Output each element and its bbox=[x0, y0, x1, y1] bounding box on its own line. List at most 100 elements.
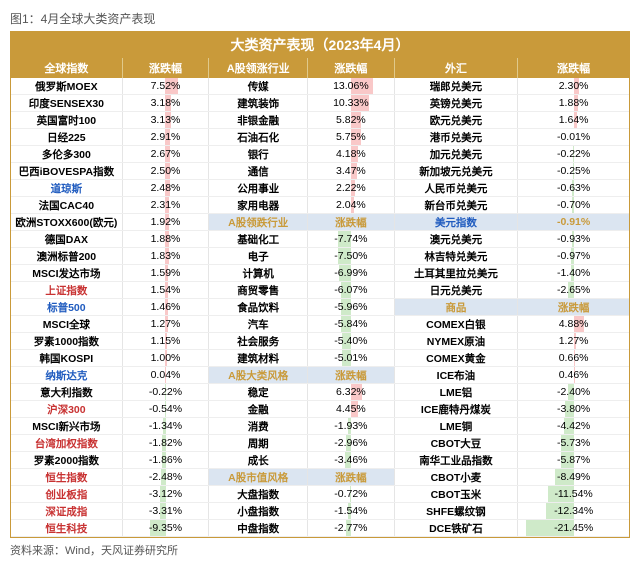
col2-value: -0.22% bbox=[518, 146, 629, 163]
col1-label: 家用电器 bbox=[209, 197, 308, 214]
col2-label: CBOT小麦 bbox=[394, 469, 518, 486]
col1-section-value: 涨跌幅 bbox=[308, 367, 395, 384]
table-row: 恒生科技 -9.35%中盘指数 -2.77%DCE铁矿石 -21.45% bbox=[11, 520, 629, 537]
col1-label: 电子 bbox=[209, 248, 308, 265]
col1-label: 公用事业 bbox=[209, 180, 308, 197]
col1-value: -7.50% bbox=[308, 248, 395, 265]
figure-caption: 图1：4月全球大类资产表现 bbox=[10, 10, 630, 27]
col0-label: 法国CAC40 bbox=[11, 197, 122, 214]
col1-value: 3.47% bbox=[308, 163, 395, 180]
col-head-1-label: A股领涨行业 bbox=[209, 58, 308, 78]
col2-label: 英镑兑美元 bbox=[394, 95, 518, 112]
col1-label: 周期 bbox=[209, 435, 308, 452]
col1-label: 通信 bbox=[209, 163, 308, 180]
col2-label: ICE布油 bbox=[394, 367, 518, 384]
col1-label: 消费 bbox=[209, 418, 308, 435]
col0-label: 道琼斯 bbox=[11, 180, 122, 197]
col0-label: 意大利指数 bbox=[11, 384, 122, 401]
col0-label: 英国富时100 bbox=[11, 112, 122, 129]
col2-value: -0.01% bbox=[518, 129, 629, 146]
col0-label: 多伦多300 bbox=[11, 146, 122, 163]
col1-section-label: A股大类风格 bbox=[209, 367, 308, 384]
col2-value: -5.87% bbox=[518, 452, 629, 469]
col2-label: 日元兑美元 bbox=[394, 282, 518, 299]
col2-value: 2.30% bbox=[518, 78, 629, 95]
col2-value: -0.63% bbox=[518, 180, 629, 197]
col1-value: -6.07% bbox=[308, 282, 395, 299]
table-row: 欧洲STOXX600(欧元) 1.92%A股领跌行业涨跌幅美元指数-0.91% bbox=[11, 214, 629, 231]
col0-label: 深证成指 bbox=[11, 503, 122, 520]
col0-label: MSCI新兴市场 bbox=[11, 418, 122, 435]
col0-label: 纳斯达克 bbox=[11, 367, 122, 384]
col2-section-value: 涨跌幅 bbox=[518, 299, 629, 316]
table-row: 俄罗斯MOEX 7.52%传媒 13.06%瑞郎兑美元 2.30% bbox=[11, 78, 629, 95]
col1-label: 基础化工 bbox=[209, 231, 308, 248]
col0-value: 3.13% bbox=[122, 112, 209, 129]
col1-value: -2.77% bbox=[308, 520, 395, 537]
header-row: 全球指数 涨跌幅 A股领涨行业 涨跌幅 外汇 涨跌幅 bbox=[11, 58, 629, 78]
col0-label: 台湾加权指数 bbox=[11, 435, 122, 452]
col0-value: 3.18% bbox=[122, 95, 209, 112]
table-row: 日经225 2.91%石油石化 5.75%港币兑美元 -0.01% bbox=[11, 129, 629, 146]
col0-label: 沪深300 bbox=[11, 401, 122, 418]
col2-value: -21.45% bbox=[518, 520, 629, 537]
col0-value: -0.22% bbox=[122, 384, 209, 401]
col2-section-value: -0.91% bbox=[518, 214, 629, 231]
col2-label: 瑞郎兑美元 bbox=[394, 78, 518, 95]
col0-label: 恒生科技 bbox=[11, 520, 122, 537]
table-title: 大类资产表现（2023年4月） bbox=[11, 32, 629, 58]
col0-label: 德国DAX bbox=[11, 231, 122, 248]
col0-label: 欧洲STOXX600(欧元) bbox=[11, 214, 122, 231]
col0-label: 日经225 bbox=[11, 129, 122, 146]
col1-value: -7.74% bbox=[308, 231, 395, 248]
col2-label: COMEX白银 bbox=[394, 316, 518, 333]
col1-section-label: A股领跌行业 bbox=[209, 214, 308, 231]
col1-section-value: 涨跌幅 bbox=[308, 214, 395, 231]
col1-value: -5.96% bbox=[308, 299, 395, 316]
col1-value: 5.75% bbox=[308, 129, 395, 146]
col2-label: NYMEX原油 bbox=[394, 333, 518, 350]
col2-label: CBOT玉米 bbox=[394, 486, 518, 503]
col2-value: 4.88% bbox=[518, 316, 629, 333]
col1-value: -3.46% bbox=[308, 452, 395, 469]
col1-value: -5.40% bbox=[308, 333, 395, 350]
table-row: 沪深300 -0.54%金融 4.45%ICE鹿特丹煤炭 -3.80% bbox=[11, 401, 629, 418]
col1-label: 传媒 bbox=[209, 78, 308, 95]
col0-value: 1.83% bbox=[122, 248, 209, 265]
table-row: 巴西iBOVESPA指数 2.50%通信 3.47%新加坡元兑美元 -0.25% bbox=[11, 163, 629, 180]
col0-value: 2.91% bbox=[122, 129, 209, 146]
table-row: 英国富时100 3.13%非银金融 5.82%欧元兑美元 1.64% bbox=[11, 112, 629, 129]
col2-value: 1.27% bbox=[518, 333, 629, 350]
col1-value: 10.33% bbox=[308, 95, 395, 112]
col0-value: -9.35% bbox=[122, 520, 209, 537]
col2-value: -2.40% bbox=[518, 384, 629, 401]
table-row: 道琼斯 2.48%公用事业 2.22%人民币兑美元 -0.63% bbox=[11, 180, 629, 197]
col2-value: -0.25% bbox=[518, 163, 629, 180]
table-row: MSCI新兴市场 -1.34%消费 -1.93%LME铜 -4.42% bbox=[11, 418, 629, 435]
col2-value: 0.66% bbox=[518, 350, 629, 367]
col1-value: 5.82% bbox=[308, 112, 395, 129]
col0-label: 巴西iBOVESPA指数 bbox=[11, 163, 122, 180]
table-row: 上证指数 1.54%商贸零售 -6.07%日元兑美元 -2.65% bbox=[11, 282, 629, 299]
col0-value: -1.82% bbox=[122, 435, 209, 452]
col0-label: 澳洲标普200 bbox=[11, 248, 122, 265]
table-row: 韩国KOSPI 1.00%建筑材料 -5.01%COMEX黄金 0.66% bbox=[11, 350, 629, 367]
col2-label: 港币兑美元 bbox=[394, 129, 518, 146]
col2-value: -0.70% bbox=[518, 197, 629, 214]
col2-label: 加元兑美元 bbox=[394, 146, 518, 163]
col2-label: LME铜 bbox=[394, 418, 518, 435]
col0-label: 印度SENSEX30 bbox=[11, 95, 122, 112]
table-row: 多伦多300 2.67%银行 4.18%加元兑美元 -0.22% bbox=[11, 146, 629, 163]
col1-value: 4.18% bbox=[308, 146, 395, 163]
col2-value: -5.73% bbox=[518, 435, 629, 452]
col0-label: 上证指数 bbox=[11, 282, 122, 299]
col2-label: CBOT大豆 bbox=[394, 435, 518, 452]
col2-value: 0.46% bbox=[518, 367, 629, 384]
col1-label: 非银金融 bbox=[209, 112, 308, 129]
col2-value: -0.93% bbox=[518, 231, 629, 248]
table-row: 罗素2000指数 -1.86%成长 -3.46%南华工业品指数 -5.87% bbox=[11, 452, 629, 469]
col1-value: 4.45% bbox=[308, 401, 395, 418]
col2-value: 1.88% bbox=[518, 95, 629, 112]
col0-value: -3.12% bbox=[122, 486, 209, 503]
table-row: 意大利指数 -0.22%稳定 6.32%LME铝 -2.40% bbox=[11, 384, 629, 401]
